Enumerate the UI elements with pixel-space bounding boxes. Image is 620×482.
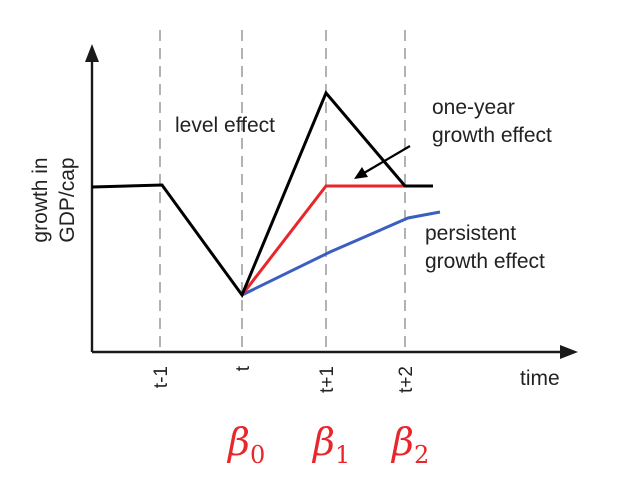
beta-1-label: β1 <box>311 420 350 469</box>
x-axis-label: time <box>520 367 560 390</box>
y-label-line1: growth in <box>29 157 52 242</box>
tick-label: t+2 <box>396 366 417 393</box>
beta-0-label: β0 <box>226 420 265 469</box>
one-year-growth-effect-line <box>240 184 405 296</box>
y-label-line2: GDP/cap <box>56 157 79 242</box>
level-effect-line <box>91 90 433 299</box>
persistent-label-line2: growth effect <box>425 250 545 273</box>
time-guides <box>159 30 406 352</box>
one-year-arrow <box>363 145 411 174</box>
axes <box>85 44 578 359</box>
level-effect-label: level effect <box>175 114 275 137</box>
x-axis-arrow <box>560 345 578 359</box>
tick-labels: t-1 t t+1 t+2 <box>151 365 417 393</box>
tick-label: t <box>233 365 254 371</box>
one-year-label-line1: one-year <box>432 96 515 119</box>
tick-label: t+1 <box>317 366 338 393</box>
beta-labels: β0 β1 β2 <box>226 420 429 469</box>
one-year-label-line2: growth effect <box>432 124 552 147</box>
tick-label: t-1 <box>151 366 172 388</box>
persistent-growth-effect-line <box>241 210 441 297</box>
y-axis-arrow <box>85 44 99 62</box>
beta-2-label: β2 <box>390 420 429 469</box>
y-axis-label: growth in GDP/cap <box>29 157 79 242</box>
one-year-arrowhead <box>354 167 368 179</box>
persistent-label-line1: persistent <box>425 222 516 245</box>
